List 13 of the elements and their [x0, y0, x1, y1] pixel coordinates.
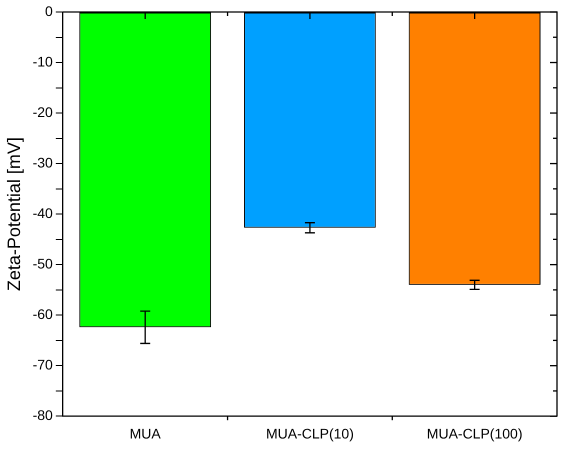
x-tick-label: MUA: [130, 425, 162, 442]
y-axis-title: Zeta-Potential [mV]: [4, 137, 24, 292]
y-tick-label: -10: [32, 53, 54, 70]
y-tick-label: -60: [32, 306, 54, 322]
y-tick-label: -30: [32, 154, 54, 170]
y-tick-label: -70: [32, 356, 54, 373]
y-tick-label: 0: [45, 2, 54, 19]
y-tick-label: -50: [32, 255, 54, 272]
y-tick-label: -80: [32, 407, 54, 424]
y-tick-label: -40: [32, 204, 54, 221]
x-tick-label: MUA-CLP(10): [266, 425, 354, 442]
x-tick-label: MUA-CLP(100): [426, 425, 522, 442]
y-tick-label: -20: [32, 104, 54, 120]
